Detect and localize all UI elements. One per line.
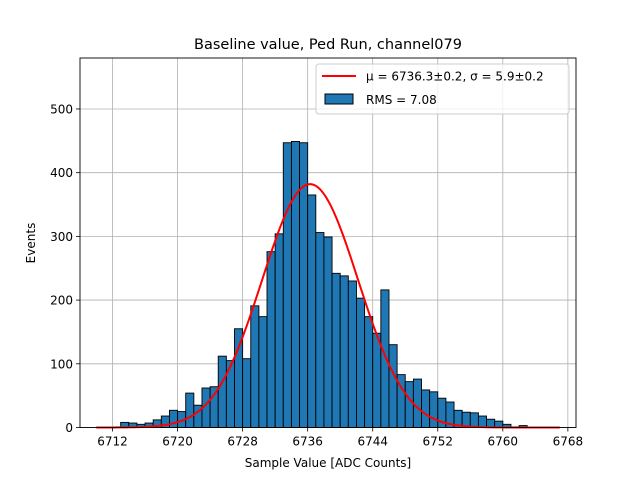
y-tick-label: 100 bbox=[50, 357, 73, 371]
histogram-bar bbox=[339, 275, 349, 428]
histogram-bar bbox=[315, 232, 325, 428]
histogram-bar bbox=[412, 378, 422, 428]
histogram-bar bbox=[274, 233, 284, 428]
legend-histogram-label: RMS = 7.08 bbox=[366, 93, 437, 107]
x-axis-label: Sample Value [ADC Counts] bbox=[245, 456, 411, 470]
histogram-bar bbox=[242, 358, 252, 428]
x-tick-label: 6760 bbox=[488, 435, 519, 449]
histogram-bar bbox=[185, 392, 195, 428]
histogram-bar bbox=[477, 415, 488, 428]
histogram-bar bbox=[347, 280, 357, 428]
y-tick-label: 200 bbox=[50, 294, 73, 308]
y-tick-label: 300 bbox=[50, 230, 73, 244]
y-axis-ticks: 0 100 200 300 400 500 bbox=[50, 102, 80, 435]
legend-fit-label: μ = 6736.3±0.2, σ = 5.9±0.2 bbox=[366, 70, 544, 84]
chart-title: Baseline value, Ped Run, channel079 bbox=[194, 37, 462, 53]
histogram-bar bbox=[404, 381, 414, 428]
histogram-bar bbox=[380, 289, 390, 428]
y-tick-label: 0 bbox=[65, 421, 73, 435]
x-tick-label: 6752 bbox=[422, 435, 453, 449]
x-tick-label: 6744 bbox=[357, 435, 388, 449]
histogram-bar bbox=[372, 332, 382, 428]
y-axis-label: Events bbox=[24, 223, 38, 264]
legend-box bbox=[315, 63, 570, 115]
x-tick-label: 6736 bbox=[292, 435, 323, 449]
y-tick-label: 400 bbox=[50, 166, 73, 180]
histogram-bar bbox=[258, 316, 268, 428]
histogram-bars bbox=[120, 141, 528, 428]
histogram-bar bbox=[266, 251, 276, 428]
plot-frame bbox=[79, 57, 577, 428]
y-tick-label: 500 bbox=[50, 102, 73, 116]
histogram-bar bbox=[234, 328, 244, 428]
legend: μ = 6736.3±0.2, σ = 5.9±0.2 RMS = 7.08 bbox=[315, 63, 570, 115]
histogram-bar bbox=[364, 316, 374, 428]
histogram-bar bbox=[421, 389, 431, 428]
histogram-bar bbox=[290, 141, 300, 428]
x-tick-label: 6720 bbox=[162, 435, 193, 449]
x-tick-label: 6712 bbox=[97, 435, 128, 449]
histogram-bar bbox=[429, 391, 439, 428]
histogram-bar bbox=[217, 355, 227, 428]
histogram-bar bbox=[282, 142, 292, 428]
histogram-bar bbox=[388, 344, 398, 428]
histogram-bar bbox=[307, 194, 317, 428]
histogram-bar bbox=[331, 272, 341, 428]
x-tick-label: 6768 bbox=[553, 435, 584, 449]
legend-histogram-swatch bbox=[324, 93, 354, 105]
x-tick-label: 6728 bbox=[227, 435, 258, 449]
histogram-bar bbox=[323, 236, 333, 428]
x-axis-ticks: 6712 6720 6728 6736 6744 6752 6760 6768 bbox=[97, 427, 584, 449]
histogram-bar bbox=[356, 297, 366, 428]
histogram-bar bbox=[469, 412, 479, 428]
histogram-bar bbox=[250, 305, 260, 428]
